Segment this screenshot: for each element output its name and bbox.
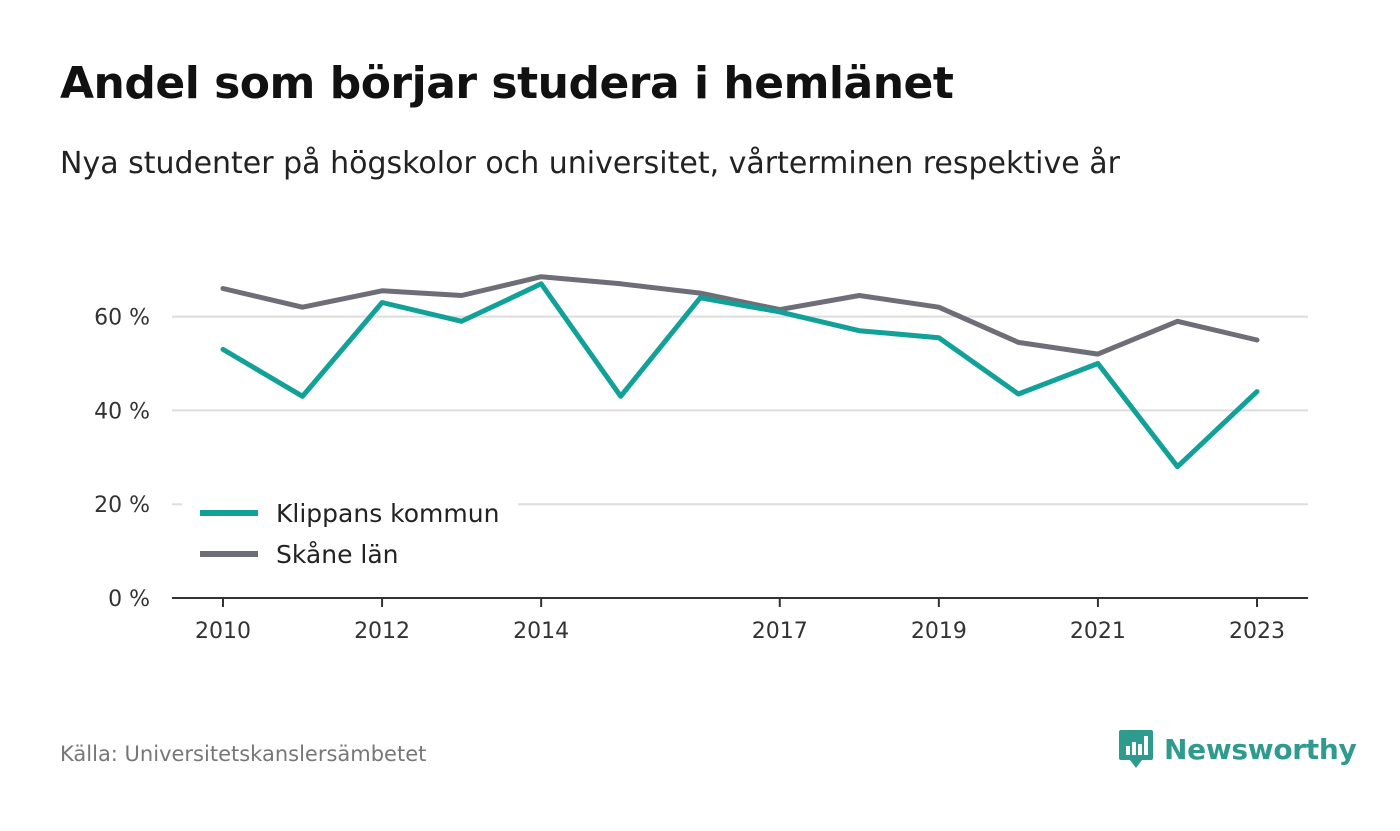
brand-logo: Newsworthy bbox=[1118, 728, 1357, 770]
source-note: Källa: Universitetskanslersämbetet bbox=[60, 742, 427, 766]
series-line-skane bbox=[220, 274, 1260, 357]
x-tick-label-2019: 2019 bbox=[911, 619, 967, 644]
y-tick-labels: 0 % 20 % 40 % 60 % bbox=[94, 306, 150, 612]
y-tick-label-20: 20 % bbox=[94, 493, 150, 518]
y-tick-label-60: 60 % bbox=[94, 306, 150, 331]
y-tick-label-40: 40 % bbox=[94, 399, 150, 424]
x-tick-label-2023: 2023 bbox=[1229, 619, 1285, 644]
x-tick-label-2017: 2017 bbox=[752, 619, 808, 644]
brand-name: Newsworthy bbox=[1164, 732, 1357, 766]
x-tick-label-2014: 2014 bbox=[513, 619, 569, 644]
legend: Klippans kommun Skåne län bbox=[182, 488, 518, 580]
x-tick-label-2021: 2021 bbox=[1070, 619, 1126, 644]
x-axis: 2010 2012 2014 2017 2019 2021 2023 bbox=[172, 597, 1308, 644]
y-tick-label-0: 0 % bbox=[108, 587, 150, 612]
chart-title: Andel som börjar studera i hemlänet bbox=[60, 58, 954, 109]
x-tick-label-2010: 2010 bbox=[195, 619, 251, 644]
legend-label-skane: Skåne län bbox=[276, 540, 399, 569]
series-line-klippan bbox=[220, 281, 1260, 470]
legend-background bbox=[182, 488, 518, 580]
series-lines bbox=[220, 274, 1260, 470]
legend-label-klippan: Klippans kommun bbox=[276, 499, 499, 528]
x-tick-label-2012: 2012 bbox=[354, 619, 410, 644]
grid-lines bbox=[172, 315, 1308, 506]
chart-subtitle: Nya studenter på högskolor och universit… bbox=[60, 146, 1120, 181]
bar-chart-speech-bubble-icon bbox=[1119, 730, 1153, 768]
